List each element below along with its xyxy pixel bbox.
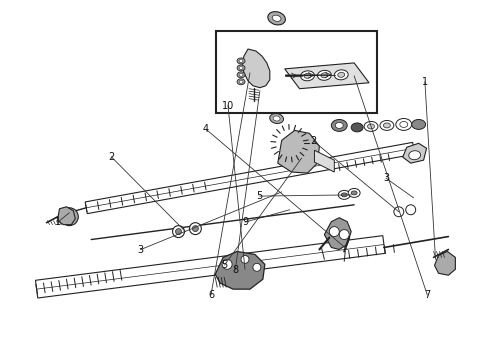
- Ellipse shape: [334, 70, 348, 80]
- Ellipse shape: [338, 72, 345, 77]
- Ellipse shape: [348, 188, 360, 197]
- Polygon shape: [57, 207, 75, 225]
- Circle shape: [329, 227, 339, 237]
- Polygon shape: [285, 63, 369, 89]
- Polygon shape: [315, 150, 334, 172]
- Text: 4: 4: [203, 124, 209, 134]
- Polygon shape: [435, 251, 455, 275]
- Polygon shape: [85, 143, 415, 213]
- Ellipse shape: [364, 121, 378, 131]
- Ellipse shape: [237, 58, 245, 64]
- Ellipse shape: [237, 79, 245, 85]
- Text: 5: 5: [221, 260, 228, 270]
- Ellipse shape: [331, 120, 347, 131]
- Ellipse shape: [409, 151, 420, 160]
- Text: 10: 10: [222, 101, 234, 111]
- Ellipse shape: [268, 12, 285, 25]
- Ellipse shape: [237, 72, 245, 78]
- Circle shape: [253, 264, 261, 271]
- Ellipse shape: [412, 120, 426, 129]
- Ellipse shape: [239, 59, 243, 62]
- Ellipse shape: [318, 70, 331, 80]
- Ellipse shape: [351, 123, 363, 132]
- Polygon shape: [324, 218, 351, 249]
- Text: 7: 7: [424, 290, 430, 300]
- Ellipse shape: [237, 65, 245, 71]
- Ellipse shape: [270, 113, 284, 123]
- Polygon shape: [278, 130, 319, 173]
- Bar: [216, 31, 377, 113]
- Ellipse shape: [341, 193, 347, 197]
- Text: 3: 3: [137, 245, 144, 255]
- Ellipse shape: [239, 66, 243, 69]
- Ellipse shape: [396, 118, 412, 130]
- Ellipse shape: [273, 116, 280, 121]
- Polygon shape: [215, 251, 265, 289]
- Text: 6: 6: [208, 290, 214, 300]
- Ellipse shape: [383, 123, 391, 128]
- Circle shape: [190, 223, 201, 235]
- Text: 5: 5: [256, 191, 263, 201]
- Circle shape: [222, 260, 232, 269]
- Ellipse shape: [368, 124, 374, 129]
- Polygon shape: [403, 143, 427, 163]
- Text: 2: 2: [310, 136, 316, 146]
- Circle shape: [175, 229, 181, 235]
- Ellipse shape: [380, 121, 394, 130]
- Text: 8: 8: [232, 265, 238, 275]
- Circle shape: [60, 208, 78, 226]
- Circle shape: [394, 207, 404, 217]
- Ellipse shape: [300, 71, 315, 81]
- Circle shape: [339, 230, 349, 239]
- Text: 3: 3: [383, 173, 389, 183]
- Ellipse shape: [239, 73, 243, 76]
- Ellipse shape: [400, 121, 408, 127]
- Circle shape: [406, 205, 416, 215]
- Circle shape: [193, 226, 198, 231]
- Text: 1: 1: [422, 77, 428, 87]
- Polygon shape: [35, 236, 385, 298]
- Text: 2: 2: [108, 152, 114, 162]
- Ellipse shape: [321, 73, 328, 78]
- Circle shape: [172, 226, 184, 238]
- Ellipse shape: [338, 190, 350, 199]
- Circle shape: [241, 255, 249, 264]
- Polygon shape: [242, 49, 270, 88]
- Ellipse shape: [304, 73, 311, 78]
- Text: 9: 9: [242, 217, 248, 227]
- Ellipse shape: [351, 191, 357, 195]
- Circle shape: [438, 256, 453, 272]
- Ellipse shape: [335, 122, 343, 129]
- Text: 1: 1: [55, 217, 61, 227]
- Ellipse shape: [239, 80, 243, 83]
- Ellipse shape: [272, 15, 281, 21]
